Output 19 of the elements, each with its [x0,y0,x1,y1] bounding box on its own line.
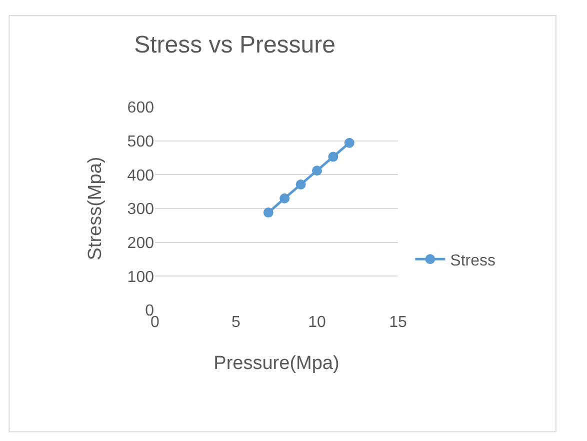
point [280,193,290,204]
point [296,179,306,190]
legend-label: Stress [450,252,496,270]
x-tick-label: 10 [308,314,326,331]
x-tick-label: 5 [232,314,241,331]
x-tick-label: 15 [389,314,407,331]
point [263,208,274,218]
point [344,138,354,148]
point [328,152,338,162]
y-tick-label: 200 [127,234,154,252]
y-axis-title: Stress(Mpa) [85,156,106,260]
x-axis-title: Pressure(Mpa) [214,352,340,374]
chart-title: Stress vs Pressure [134,32,336,58]
y-tick-label: 600 [127,100,154,117]
point [312,166,322,176]
y-tick-label: 500 [127,133,154,150]
y-tick-label: 100 [127,268,154,286]
y-tick-label: 400 [127,167,154,184]
y-tick-label: 300 [127,201,154,218]
